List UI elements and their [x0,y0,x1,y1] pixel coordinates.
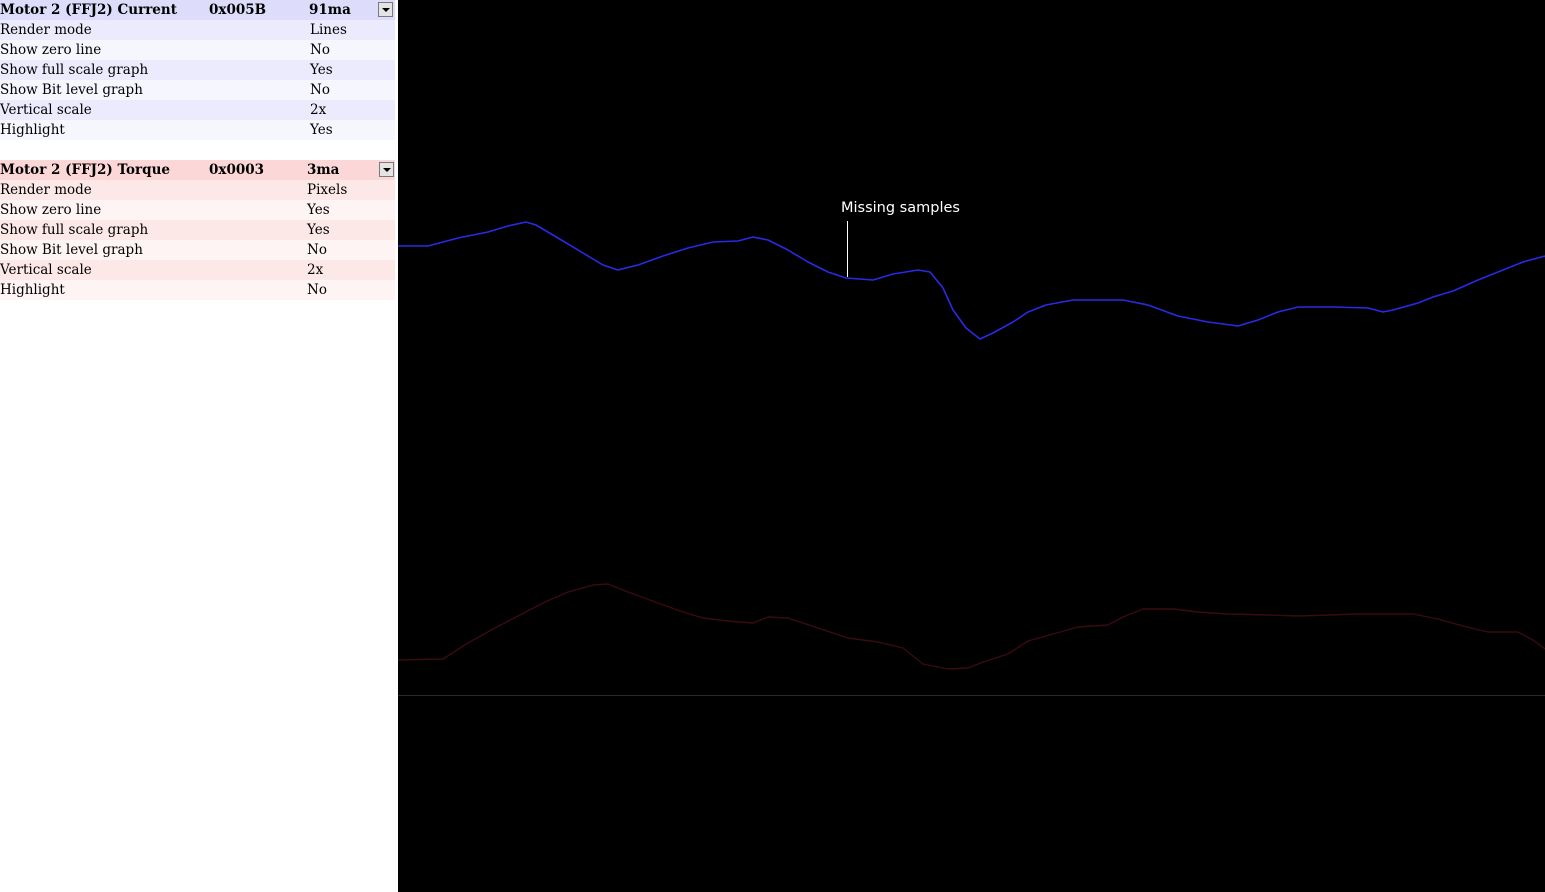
property-label: Show zero line [0,202,102,218]
property-label: Vertical scale [0,262,92,278]
channel-header-torque[interactable]: Motor 2 (FFJ2) Torque 0x0003 3ma [0,160,395,180]
channel-reading: 91ma [309,2,351,18]
property-label: Highlight [0,122,65,138]
signal-graph-canvas[interactable]: Missing samples [398,0,1545,892]
missing-samples-label: Missing samples [841,200,960,216]
property-value[interactable]: No [310,42,330,58]
current-signal-trace [398,221,1545,340]
property-row-highlight[interactable]: Highlight No [0,280,395,300]
property-row-show-bit-level[interactable]: Show Bit level graph No [0,240,395,260]
property-value[interactable]: Pixels [307,182,348,198]
property-row-vertical-scale[interactable]: Vertical scale 2x [0,100,395,120]
property-label: Highlight [0,282,65,298]
torque-signal-trace [398,583,1545,670]
channel-header-current[interactable]: Motor 2 (FFJ2) Current 0x005B 91ma [0,0,395,20]
property-label: Show full scale graph [0,222,149,238]
channel-address: 0x0003 [209,162,265,178]
channel-sidebar: Motor 2 (FFJ2) Current 0x005B 91ma Rende… [0,0,398,892]
property-value[interactable]: Yes [307,202,330,218]
property-value[interactable]: Yes [310,122,333,138]
property-row-show-bit-level[interactable]: Show Bit level graph No [0,80,395,100]
channel-dropdown-button[interactable] [379,162,394,177]
property-row-show-zero-line[interactable]: Show zero line No [0,40,395,60]
channel-name: Motor 2 (FFJ2) Torque [0,162,170,178]
property-label: Show Bit level graph [0,242,143,258]
property-label: Show zero line [0,42,102,58]
signal-graph-svg [398,221,1545,696]
property-value[interactable]: No [307,242,327,258]
channel-name: Motor 2 (FFJ2) Current [0,2,177,18]
property-value[interactable]: Yes [310,62,333,78]
property-label: Show Bit level graph [0,82,143,98]
chevron-down-icon [382,8,390,12]
property-row-render-mode[interactable]: Render mode Pixels [0,180,395,200]
channel-panel-current: Motor 2 (FFJ2) Current 0x005B 91ma Rende… [0,0,395,140]
property-row-highlight[interactable]: Highlight Yes [0,120,395,140]
channel-panel-torque: Motor 2 (FFJ2) Torque 0x0003 3ma Render … [0,160,395,300]
property-label: Render mode [0,22,92,38]
property-value[interactable]: 2x [307,262,324,278]
channel-reading: 3ma [307,162,340,178]
property-row-render-mode[interactable]: Render mode Lines [0,20,395,40]
channel-dropdown-button[interactable] [378,2,393,17]
chevron-down-icon [383,168,391,172]
property-label: Vertical scale [0,102,92,118]
property-label: Render mode [0,182,92,198]
property-label: Show full scale graph [0,62,149,78]
property-value[interactable]: No [310,82,330,98]
property-value[interactable]: Lines [310,22,347,38]
property-row-show-full-scale[interactable]: Show full scale graph Yes [0,220,395,240]
property-value[interactable]: No [307,282,327,298]
property-row-show-zero-line[interactable]: Show zero line Yes [0,200,395,220]
property-value[interactable]: Yes [307,222,330,238]
property-row-vertical-scale[interactable]: Vertical scale 2x [0,260,395,280]
channel-address: 0x005B [209,2,267,18]
property-row-show-full-scale[interactable]: Show full scale graph Yes [0,60,395,80]
property-value[interactable]: 2x [310,102,327,118]
